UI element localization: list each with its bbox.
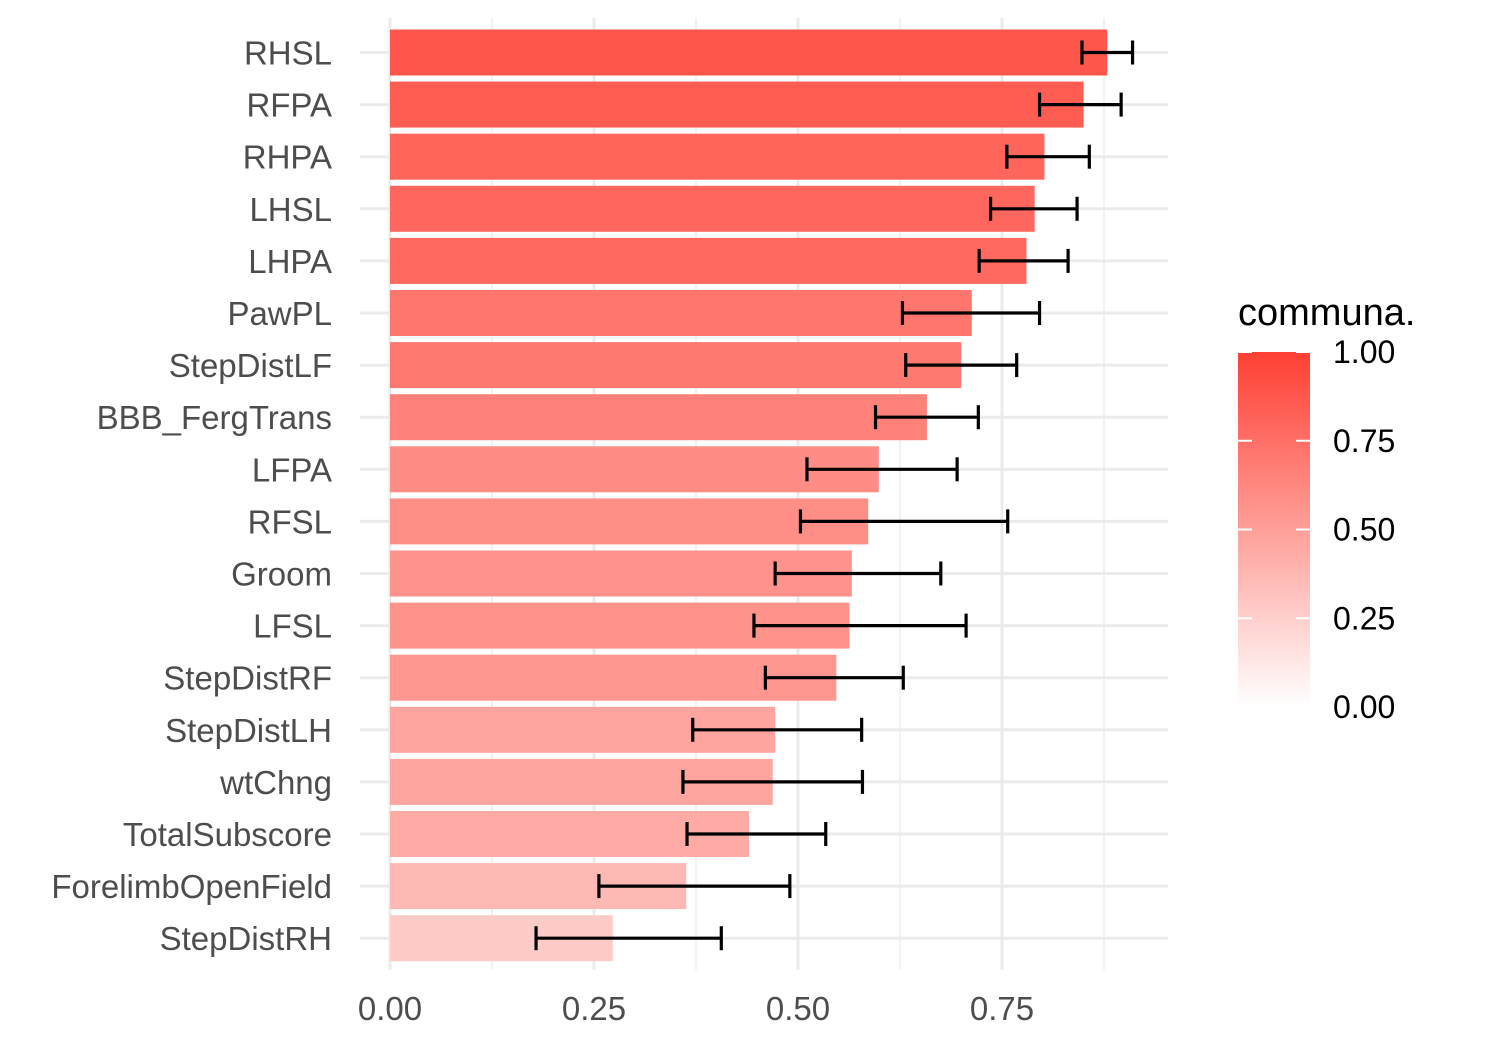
- y-tick-label: StepDistLH: [165, 712, 332, 749]
- x-axis-labels: 0.00 0.25 0.50 0.75: [358, 990, 1034, 1027]
- legend-label: 0.00: [1333, 689, 1395, 725]
- error-bar-StepDistLF: [904, 353, 1019, 378]
- legend-ticks: 1.00 0.75 0.50 0.25 0.00: [1238, 334, 1395, 725]
- y-tick-label: StepDistRH: [160, 920, 332, 957]
- y-axis-labels: RHSL RFPA RHPA LHSL LHPA PawPL StepDistLF BBB_F…: [51, 35, 332, 958]
- y-tick-label: RHPA: [243, 139, 332, 176]
- error-bar-RHPA: [1005, 144, 1091, 169]
- legend-title: communa.: [1238, 292, 1415, 334]
- error-bar-RFPA: [1037, 92, 1123, 117]
- y-tick-label: LFSL: [253, 608, 332, 645]
- x-tick-label: 0.50: [766, 990, 830, 1027]
- error-bar-wtChng: [681, 769, 865, 794]
- y-tick-label: StepDistLF: [169, 347, 332, 384]
- legend-label: 1.00: [1333, 334, 1395, 370]
- error-bar-LFSL: [752, 613, 968, 638]
- error-bar-Groom: [773, 561, 943, 586]
- bar-LFPA: [390, 446, 879, 493]
- error-bar-LHSL: [988, 196, 1079, 221]
- y-tick-label: RHSL: [244, 35, 332, 72]
- error-bar-RFSL: [798, 509, 1010, 534]
- y-tick-label: RFSL: [248, 503, 332, 540]
- bars: [390, 29, 1108, 962]
- error-bar-ForelimbOpenField: [597, 874, 792, 899]
- error-bar-LFPA: [805, 457, 959, 482]
- legend: communa. 1.00 0.75 0.50 0.25 0.00: [1238, 292, 1415, 725]
- legend-label: 0.50: [1333, 512, 1395, 548]
- bar-RHSL: [390, 29, 1108, 76]
- x-tick-label: 0.25: [562, 990, 626, 1027]
- y-tick-label: TotalSubscore: [123, 816, 332, 853]
- bar-LHPA: [390, 237, 1027, 284]
- error-bar-BBB_FergTrans: [873, 405, 980, 430]
- bar-LHSL: [390, 185, 1035, 232]
- bar-RFSL: [390, 498, 869, 545]
- x-tick-label: 0.00: [358, 990, 422, 1027]
- y-tick-label: RFPA: [246, 87, 332, 124]
- bar-RHPA: [390, 133, 1045, 180]
- bar-BBB_FergTrans: [390, 394, 927, 441]
- bar-RFPA: [390, 81, 1084, 128]
- y-tick-label: Groom: [231, 556, 332, 593]
- y-tick-label: ForelimbOpenField: [51, 868, 332, 905]
- y-tick-label: LHSL: [249, 191, 332, 228]
- y-tick-label: BBB_FergTrans: [97, 399, 332, 436]
- error-bar-PawPL: [900, 301, 1042, 325]
- error-bar-StepDistLH: [691, 717, 864, 742]
- error-bar-RHSL: [1080, 40, 1135, 65]
- y-tick-label: PawPL: [227, 295, 332, 332]
- y-tick-label: LHPA: [248, 243, 332, 280]
- y-tick-label: LFPA: [252, 451, 332, 488]
- error-bars: [534, 40, 1135, 951]
- bar-PawPL: [390, 290, 972, 336]
- bar-StepDistLF: [390, 342, 962, 389]
- y-tick-label: wtChng: [219, 764, 332, 801]
- error-bar-LHPA: [977, 248, 1070, 273]
- error-bar-StepDistRH: [534, 926, 723, 951]
- y-tick-label: StepDistRF: [163, 660, 332, 697]
- x-tick-label: 0.75: [970, 990, 1034, 1027]
- legend-label: 0.75: [1333, 423, 1395, 459]
- bar-StepDistRF: [390, 654, 837, 701]
- error-bar-TotalSubscore: [685, 822, 828, 846]
- legend-label: 0.25: [1333, 600, 1395, 636]
- error-bar-StepDistRF: [763, 665, 905, 690]
